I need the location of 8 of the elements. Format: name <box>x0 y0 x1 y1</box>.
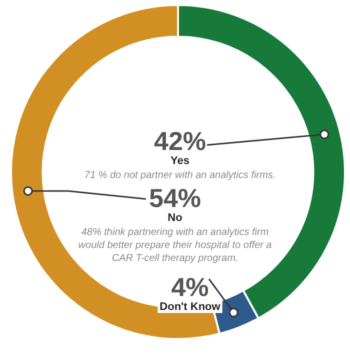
slice-label: Don't Know <box>160 301 221 313</box>
slice-label: Yes <box>170 155 190 167</box>
data-label: 42% <box>154 126 206 156</box>
data-label: 4% <box>171 272 209 302</box>
text: 48% think partnering with an analytics firm would better prepare their hospital to offer a CAR T-cell therapy program. <box>78 227 272 264</box>
text: 71 % do not partner with an analytics firms. <box>84 170 276 181</box>
slice-label: No <box>168 212 183 224</box>
data-label: 54% <box>148 183 202 213</box>
